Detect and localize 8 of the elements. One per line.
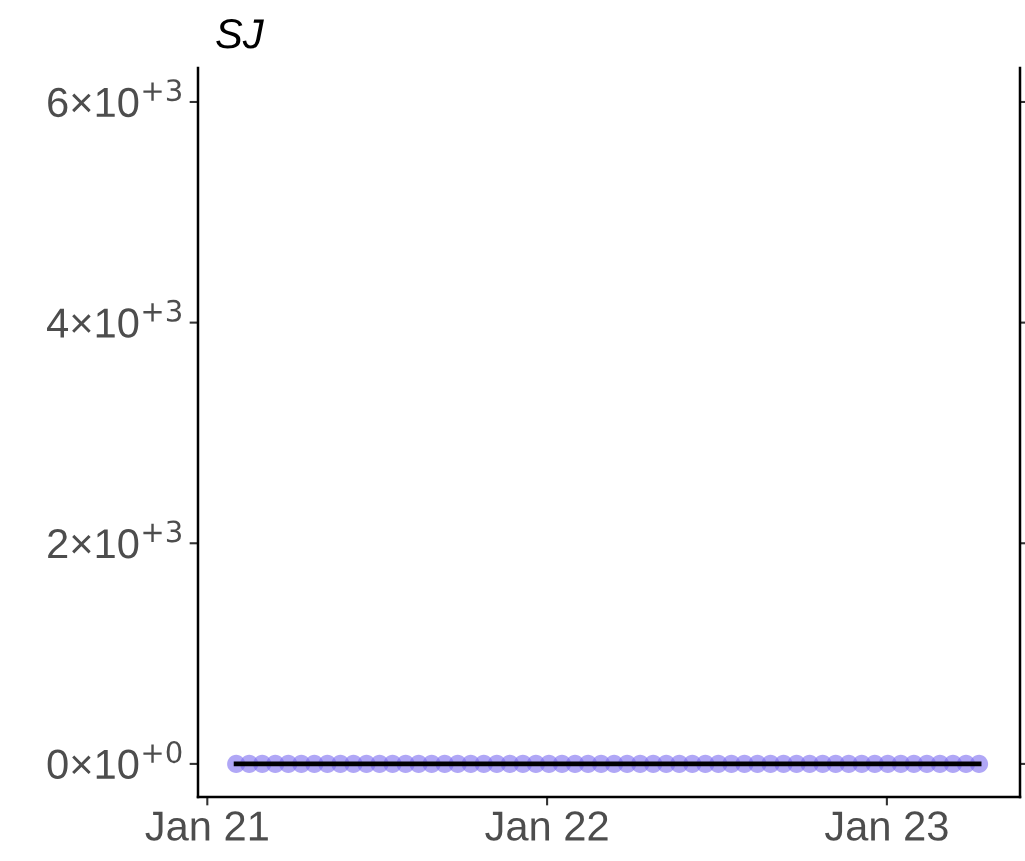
y-tick-label: 0×10$^{+0}$ <box>47 741 182 780</box>
x-tick-label: Jan 23 <box>824 811 948 841</box>
y-tick-label: 2×10$^{+3}$ <box>48 520 181 559</box>
x-tick-label: Jan 21 <box>145 811 268 841</box>
y-tick-label: 4×10$^{+3}$ <box>47 299 181 338</box>
y-tick-label: 6×10$^{+3}$ <box>48 79 181 118</box>
x-tick-label: Jan 22 <box>485 811 608 841</box>
chart-title: SJ <box>216 19 264 49</box>
